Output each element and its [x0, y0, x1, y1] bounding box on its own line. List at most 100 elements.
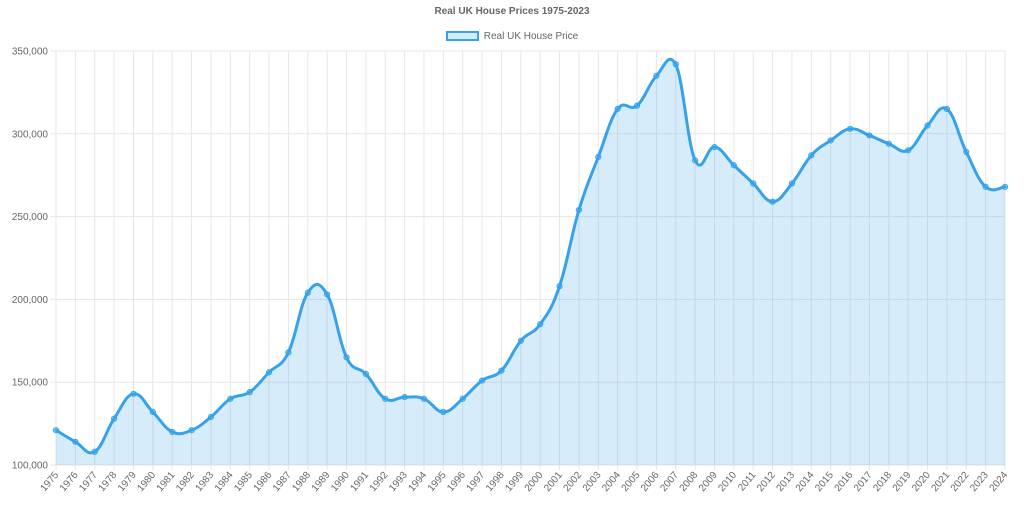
x-tick-label: 2009 — [697, 470, 720, 494]
data-point[interactable] — [91, 448, 98, 455]
data-point[interactable] — [672, 61, 679, 68]
x-tick-label: 2004 — [600, 470, 623, 494]
data-point[interactable] — [343, 354, 350, 361]
data-point[interactable] — [769, 198, 776, 205]
data-point[interactable] — [52, 427, 60, 434]
x-tick-label: 1989 — [310, 470, 333, 494]
y-axis-tick-labels: 100,000 150,000 200,000 250,000 300,000 350,0… — [12, 47, 49, 472]
legend[interactable]: Real UK House Price — [0, 31, 1024, 42]
data-point[interactable] — [575, 206, 583, 214]
x-tick-label: 2017 — [852, 470, 875, 494]
data-point[interactable] — [556, 283, 563, 290]
data-point[interactable] — [846, 125, 854, 132]
data-point[interactable] — [808, 152, 815, 159]
x-tick-label: 1986 — [252, 470, 275, 494]
data-point[interactable] — [478, 377, 486, 384]
x-tick-label: 2020 — [910, 470, 933, 494]
x-tick-label: 1992 — [368, 470, 391, 494]
legend-label: Real UK House Price — [483, 31, 579, 42]
data-point[interactable] — [246, 389, 253, 396]
data-point[interactable] — [711, 143, 718, 151]
x-tick-label: 1999 — [503, 470, 526, 494]
x-tick-label: 1983 — [194, 470, 217, 494]
data-point[interactable] — [188, 427, 195, 434]
data-point[interactable] — [517, 337, 524, 344]
x-tick-label: 2013 — [775, 470, 798, 494]
x-tick-label: 1984 — [213, 470, 236, 494]
series-line — [54, 57, 1007, 455]
data-points — [52, 61, 1009, 455]
data-point[interactable] — [614, 105, 621, 113]
x-tick-label: 1994 — [407, 470, 430, 494]
data-point[interactable] — [788, 180, 796, 187]
data-point[interactable] — [730, 162, 737, 169]
x-tick-label: 2006 — [639, 470, 662, 494]
x-tick-label: 2002 — [561, 470, 584, 494]
x-tick-label: 1995 — [426, 470, 449, 494]
legend-swatch — [445, 31, 479, 41]
x-tick-label: 1987 — [271, 470, 294, 494]
x-tick-label: 1978 — [97, 470, 120, 494]
x-tick-label: 2015 — [813, 470, 836, 494]
x-axis-tick-labels: 1975197619771978197919801981198219831984… — [39, 470, 1011, 494]
data-point[interactable] — [324, 291, 331, 298]
x-tick-label: 1998 — [484, 470, 507, 494]
data-point[interactable] — [265, 369, 273, 376]
x-tick-label: 1997 — [465, 470, 488, 494]
x-tick-label: 1988 — [290, 470, 313, 494]
data-point[interactable] — [885, 140, 892, 147]
data-point[interactable] — [498, 367, 505, 374]
series-area-group — [54, 57, 1007, 465]
y-tick-label: 100,000 — [12, 461, 49, 472]
data-point[interactable] — [750, 180, 757, 187]
x-tick-label: 1980 — [135, 470, 158, 494]
x-tick-label: 2023 — [968, 470, 991, 494]
x-tick-label: 2021 — [929, 470, 952, 494]
data-point[interactable] — [111, 415, 118, 422]
x-tick-label: 1979 — [116, 470, 139, 494]
x-tick-label: 1993 — [387, 470, 410, 494]
data-point[interactable] — [924, 122, 931, 129]
y-tick-label: 250,000 — [12, 212, 49, 223]
x-tick-label: 1977 — [77, 470, 100, 494]
data-point[interactable] — [169, 428, 176, 435]
data-point[interactable] — [905, 147, 912, 154]
data-point[interactable] — [227, 395, 234, 402]
x-tick-label: 1985 — [232, 470, 255, 494]
x-tick-label: 1975 — [39, 470, 62, 494]
x-tick-label: 2024 — [988, 470, 1011, 494]
data-point[interactable] — [963, 148, 970, 156]
data-point[interactable] — [72, 438, 79, 445]
x-tick-label: 2011 — [736, 470, 759, 494]
grid-lines — [50, 50, 1006, 470]
data-point[interactable] — [982, 183, 989, 190]
data-point[interactable] — [866, 132, 873, 139]
data-point[interactable] — [595, 153, 602, 161]
data-point[interactable] — [149, 408, 156, 416]
x-tick-label: 1976 — [58, 470, 81, 494]
data-point[interactable] — [382, 395, 389, 402]
x-tick-label: 2018 — [871, 470, 894, 494]
data-point[interactable] — [459, 395, 466, 402]
data-point[interactable] — [130, 390, 137, 397]
x-tick-label: 1981 — [155, 470, 178, 494]
data-point[interactable] — [537, 321, 544, 328]
x-tick-label: 2007 — [658, 470, 681, 494]
data-point[interactable] — [1001, 183, 1009, 190]
series-area-fill — [56, 59, 1005, 465]
data-point[interactable] — [401, 394, 408, 401]
data-point[interactable] — [207, 413, 215, 421]
data-point[interactable] — [304, 289, 311, 296]
x-tick-label: 1991 — [348, 470, 371, 494]
data-point[interactable] — [633, 102, 641, 109]
y-tick-label: 350,000 — [12, 47, 49, 58]
data-point[interactable] — [285, 349, 292, 356]
data-point[interactable] — [440, 408, 447, 416]
data-point[interactable] — [943, 105, 950, 113]
data-point[interactable] — [653, 72, 660, 79]
data-point[interactable] — [420, 395, 428, 402]
data-point[interactable] — [692, 157, 699, 164]
data-point[interactable] — [362, 370, 369, 378]
chart-title: Real UK House Prices 1975-2023 — [434, 6, 590, 17]
data-point[interactable] — [827, 137, 834, 144]
